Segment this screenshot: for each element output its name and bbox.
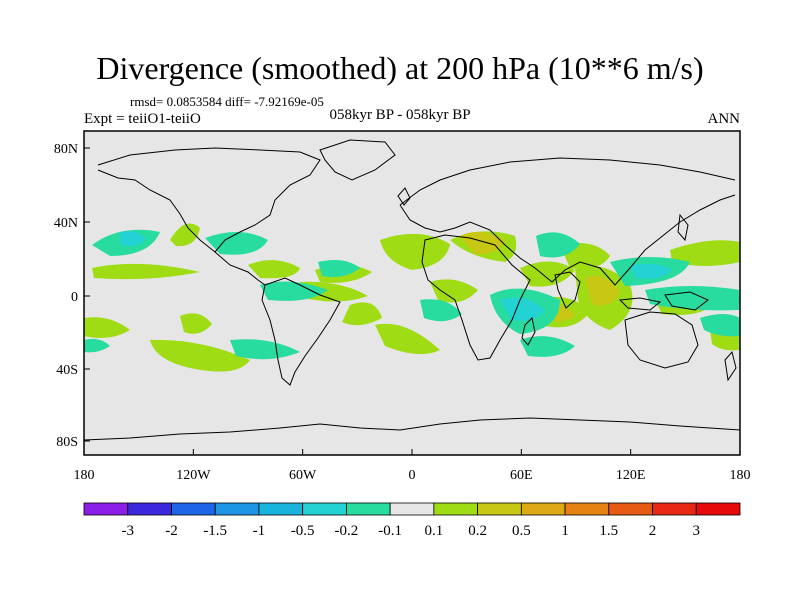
longitude-axis: 180 120W 60W 0 60E 120E 180 (74, 449, 751, 483)
lat-tick-label: 0 (71, 290, 78, 305)
colorbar-swatch (695, 502, 741, 516)
experiment-label: Expt = teiiO1-teiiO (84, 111, 201, 127)
map-area (84, 131, 740, 455)
colorbar-swatch (477, 502, 522, 516)
colorbar-label: 0.1 (424, 523, 443, 539)
colorbar-label: -0.2 (335, 523, 359, 539)
lon-tick-label: 60E (510, 468, 533, 483)
colorbar-label: -0.1 (378, 523, 402, 539)
colorbar-swatch (127, 502, 172, 516)
lat-tick-label: 40N (54, 216, 78, 231)
colorbar-swatch (214, 502, 260, 516)
colorbar-swatch (564, 502, 610, 516)
strong-convergence-patches (120, 231, 672, 321)
colorbar-swatch (520, 502, 566, 516)
colorbar-label: 0.5 (512, 523, 531, 539)
colorbar-swatch (652, 502, 697, 516)
colorbar-label: 0.2 (468, 523, 487, 539)
colorbar-label: -1.5 (203, 523, 227, 539)
colorbar-swatch (258, 502, 304, 516)
colorbar-swatch (345, 502, 391, 516)
lat-tick-label: 80N (54, 142, 78, 157)
lon-tick-label: 60W (289, 468, 317, 483)
colorbar-label: 3 (693, 523, 701, 539)
colorbar-label: 1 (561, 523, 569, 539)
colorbar-swatch (433, 502, 479, 516)
colorbar-label: -0.5 (291, 523, 315, 539)
lon-tick-label: 0 (409, 468, 416, 483)
lon-tick-label: 180 (74, 468, 95, 483)
stats-label: rmsd= 0.0853584 diff= -7.92169e-05 (130, 94, 324, 109)
lon-tick-label: 120E (616, 468, 646, 483)
season-label: ANN (707, 111, 741, 127)
map-title: Divergence (smoothed) at 200 hPa (10**6 … (96, 50, 704, 86)
lon-tick-label: 120W (176, 468, 211, 483)
lat-tick-label: 40S (56, 363, 78, 378)
coastlines (84, 139, 740, 441)
colorbar-label: 2 (649, 523, 657, 539)
colorbar-swatch (302, 502, 347, 516)
period-label: 058kyr BP - 058kyr BP (329, 107, 471, 123)
colorbar-label: 1.5 (599, 523, 618, 539)
colorbar-label: -3 (121, 523, 134, 539)
colorbar-swatch (389, 502, 435, 516)
colorbar-swatch (608, 502, 653, 516)
colorbar-label: -2 (165, 523, 178, 539)
latitude-axis: 80N 40N 0 40S 80S (54, 142, 90, 450)
contour-layer (84, 223, 740, 372)
colorbar-swatch (83, 502, 129, 516)
colorbar: -3 -2 -1.5 -1 -0.5 -0.2 -0.1 0.1 0.2 0.5 1 1.5 2 3 (83, 502, 741, 539)
colorbar-label: -1 (253, 523, 266, 539)
lat-tick-label: 80S (56, 435, 78, 450)
lon-tick-label: 180 (730, 468, 751, 483)
colorbar-swatch (171, 502, 216, 516)
